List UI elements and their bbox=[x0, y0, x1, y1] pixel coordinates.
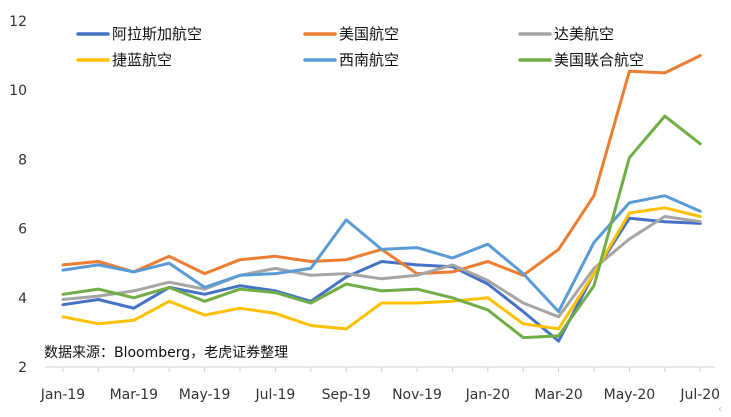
x-tick-label: Jan-19 bbox=[40, 387, 85, 403]
x-tick-label: Jul-19 bbox=[255, 387, 296, 403]
legend-label: 美国联合航空 bbox=[554, 51, 644, 69]
x-tick-label: Jan-20 bbox=[465, 387, 510, 403]
legend-label: 阿拉斯加航空 bbox=[112, 25, 202, 43]
x-tick-label: Mar-20 bbox=[534, 387, 582, 403]
series-lines bbox=[61, 54, 702, 343]
legend-label: 西南航空 bbox=[339, 51, 399, 69]
y-tick-label: 10 bbox=[9, 83, 27, 99]
y-tick-label: 6 bbox=[18, 222, 27, 238]
x-tick-label: Nov-19 bbox=[392, 387, 442, 403]
series-line-5 bbox=[61, 114, 702, 340]
series-line-2 bbox=[61, 215, 702, 319]
y-tick-label: 8 bbox=[18, 152, 27, 168]
y-axis-ticks: 2 4 6 8 10 12 bbox=[9, 14, 27, 376]
y-tick-label: 4 bbox=[18, 291, 27, 307]
y-tick-label: 12 bbox=[9, 14, 27, 30]
x-tick-label: Jul-20 bbox=[679, 387, 720, 403]
x-tick-label: Sep-19 bbox=[322, 387, 371, 403]
source-note: 数据来源：Bloomberg，老虎证券整理 bbox=[44, 345, 288, 361]
x-tick-label: May-20 bbox=[604, 387, 656, 403]
x-axis-ticks: Jan-19 Mar-19 May-19 Jul-19 Sep-19 Nov-19 Jan-… bbox=[40, 367, 720, 403]
series-line-4 bbox=[61, 194, 702, 314]
legend-label: 达美航空 bbox=[554, 25, 614, 43]
x-tick-label: Mar-19 bbox=[110, 387, 158, 403]
series-line-3 bbox=[61, 206, 702, 331]
y-tick-label: 2 bbox=[18, 360, 27, 376]
legend-label: 捷蓝航空 bbox=[112, 51, 172, 69]
legend-label: 美国航空 bbox=[339, 25, 399, 43]
corner-arrow-icon: ‹ bbox=[718, 404, 722, 415]
x-tick-label: May-19 bbox=[179, 387, 231, 403]
